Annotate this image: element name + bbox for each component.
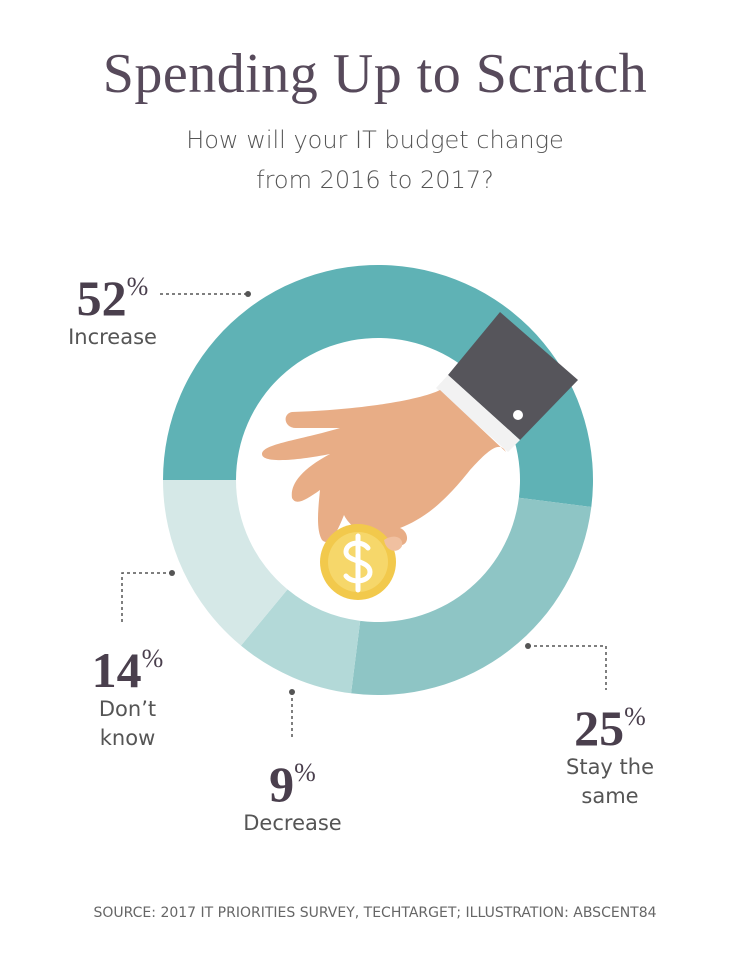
slices <box>163 265 594 695</box>
category-label: Don’t know <box>98 697 157 750</box>
cufflink <box>513 410 523 420</box>
cuff <box>436 375 520 452</box>
slice-label: 52% Increase <box>50 262 175 352</box>
value-label: 14% <box>65 634 190 695</box>
leader-line <box>121 572 172 625</box>
leader-lines <box>121 293 607 738</box>
value-label: 52% <box>50 262 175 323</box>
dollar-sign <box>343 533 373 593</box>
donut-slice <box>163 265 594 507</box>
source-note: SOURCE: 2017 IT PRIORITIES SURVEY, TECHT… <box>93 905 657 921</box>
slice-label: 9% Decrease <box>220 748 365 838</box>
hand <box>262 390 506 546</box>
leader-dot <box>525 643 531 649</box>
leader-line <box>528 645 607 690</box>
value-number: 25 <box>574 700 625 756</box>
slice-label: 25% Stay the same <box>540 692 680 811</box>
hand-illustration <box>262 312 578 600</box>
value-label: 25% <box>540 692 680 753</box>
slice-label: 14% Don’t know <box>65 634 190 753</box>
donut-slice <box>163 480 288 646</box>
value-number: 9 <box>269 756 295 812</box>
donut-slice <box>351 497 592 695</box>
sleeve <box>448 312 578 440</box>
value-number: 14 <box>91 642 142 698</box>
leader-dot <box>245 291 251 297</box>
category-label: Increase <box>68 325 157 349</box>
leader-dot <box>289 689 295 695</box>
category-label: Decrease <box>243 811 342 835</box>
value-label: 9% <box>220 748 365 809</box>
leader-dot <box>169 570 175 576</box>
value-unit: % <box>294 758 316 787</box>
value-unit: % <box>624 702 646 731</box>
value-number: 52 <box>76 270 127 326</box>
value-unit: % <box>126 272 149 301</box>
donut-slice <box>240 589 361 694</box>
leader-dots <box>169 291 531 695</box>
category-label: Stay the same <box>566 755 654 808</box>
thumb <box>384 536 403 551</box>
chart-subtitle: How will your IT budget change from 2016… <box>186 126 564 194</box>
value-unit: % <box>141 644 164 673</box>
chart-title: Spending Up to Scratch <box>102 43 648 105</box>
